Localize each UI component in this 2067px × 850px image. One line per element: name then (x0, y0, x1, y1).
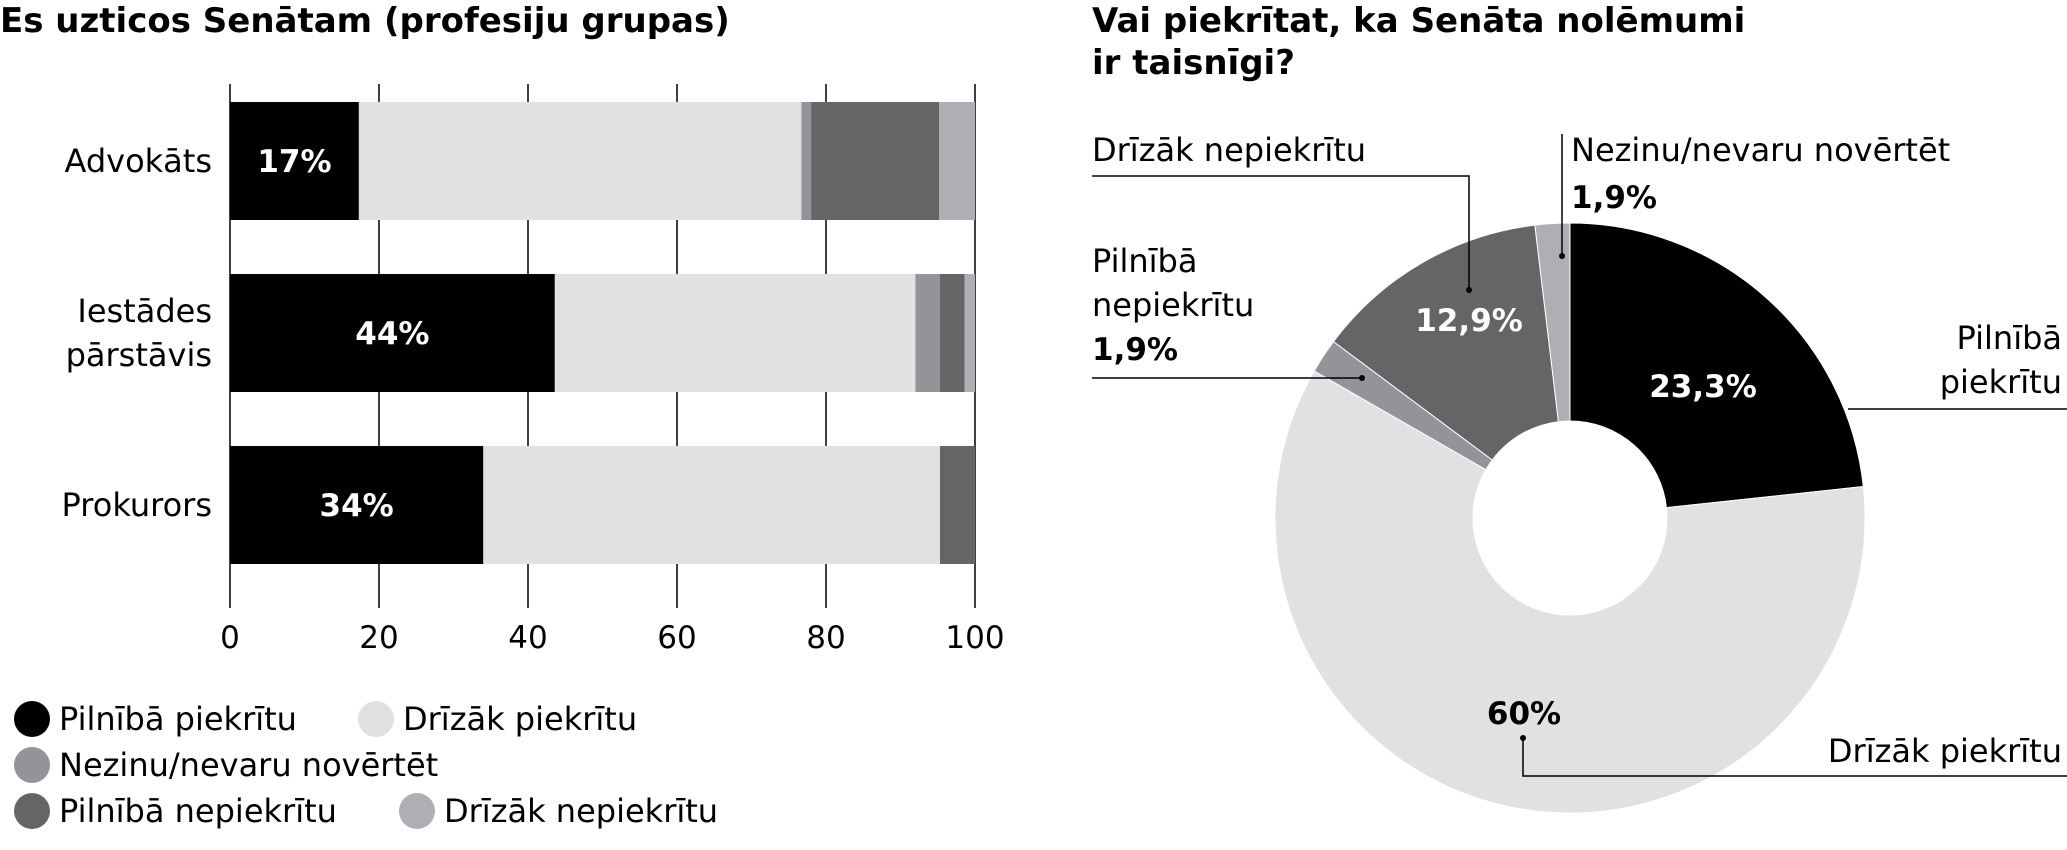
category-label-advok-ts: Advokāts (64, 142, 212, 180)
donut-title-line-2: ir taisnīgi? (1092, 43, 1295, 83)
legend-swatch-piln-b-nepiekr-tu (14, 793, 50, 829)
bar-prokurors-piln-b-piekr-tu (230, 446, 484, 564)
bar-x-axis-ticks: 0 20 40 60 80 100 (220, 620, 1004, 656)
data-label-iest-des-p-rst-vis: 44% (355, 316, 429, 352)
bar-advok-ts-dr-z-k-nepiekr-tu (939, 102, 975, 220)
bar-category-labels: Advokāts Iestādes pārstāvis Prokurors (62, 142, 212, 524)
bar-prokurors-dr-z-k-piekr-tu (483, 446, 940, 564)
bar-iest-des-p-rst-vis-piln-b-nepiekr-tu (939, 274, 965, 392)
bar-advok-ts-nezinu-nevaru-nov-rt-t (801, 102, 812, 220)
donut-name-pilniba-nepiekritu-line-2: nepiekrītu (1092, 286, 1254, 324)
tick-label-40: 40 (508, 620, 547, 656)
category-label-prokurors: Prokurors (62, 486, 212, 524)
donut-value-drizak-piekritu: 60% (1487, 696, 1561, 732)
donut-value-nezinu: 1,9% (1571, 180, 1657, 216)
donut-name-drizak-nepiekritu: Drīzāk nepiekrītu (1092, 131, 1366, 169)
legend-label-nezinu-nevaru-nov-rt-t: Nezinu/nevaru novērtēt (59, 746, 438, 784)
bar-chart-bars: 17% 44% 34% (230, 102, 975, 564)
donut-labels: 23,3% Pilnībā piekrītu 60% Drīzāk piekrītu Pi… (1092, 131, 2067, 777)
data-label-prokurors: 34% (320, 488, 394, 524)
legend-swatch-nezinu-nevaru-nov-rt-t (14, 747, 50, 783)
bar-iest-des-p-rst-vis-dr-z-k-nepiekr-tu (964, 274, 975, 392)
donut-name-nezinu: Nezinu/nevaru novērtēt (1571, 131, 1950, 169)
tick-label-100: 100 (945, 620, 1004, 656)
donut-name-pilniba-nepiekritu-line-1: Pilnībā (1092, 242, 1197, 280)
tick-label-80: 80 (806, 620, 845, 656)
leader-drizak-nepiekritu (1092, 175, 1470, 290)
donut-name-drizak-piekritu: Drīzāk piekrītu (1828, 732, 2062, 770)
tick-label-0: 0 (220, 620, 240, 656)
data-label-advok-ts: 17% (257, 144, 331, 180)
donut-slice-piln-b-piekr-tu (1569, 222, 1864, 509)
bar-advok-ts-piln-b-nepiekr-tu (811, 102, 940, 220)
donut-title-line-1: Vai piekrītat, ka Senāta nolēmumi (1092, 1, 1745, 41)
leader-drizak-piekritu (1522, 738, 2067, 777)
donut-slices (1274, 222, 1866, 814)
tick-label-60: 60 (657, 620, 696, 656)
donut-value-drizak-nepiekritu: 12,9% (1415, 303, 1523, 339)
category-label-iest-des-p-rst-vis-line-1: Iestādes (77, 292, 212, 330)
bar-iest-des-p-rst-vis-piln-b-piekr-tu (230, 274, 555, 392)
legend-label-dr-z-k-piekr-tu: Drīzāk piekrītu (403, 700, 637, 738)
legend-swatch-dr-z-k-piekr-tu (358, 701, 394, 737)
bar-advok-ts-piln-b-piekr-tu (230, 102, 359, 220)
tick-label-20: 20 (359, 620, 398, 656)
bar-legend: Pilnībā piekrītu Drīzāk piekrītu Nezinu/ne… (14, 700, 718, 830)
bar-prokurors-piln-b-nepiekr-tu (939, 446, 975, 564)
leader-dot-nezinu (1559, 253, 1565, 259)
donut-slice-dr-z-k-piekr-tu (1274, 370, 1866, 814)
legend-swatch-piln-b-piekr-tu (14, 701, 50, 737)
legend-swatch-dr-z-k-nepiekr-tu (399, 793, 435, 829)
bar-chart-title: Es uzticos Senātam (profesiju grupas) (0, 1, 730, 41)
bar-iest-des-p-rst-vis-dr-z-k-piekr-tu (554, 274, 916, 392)
bar-advok-ts-dr-z-k-piekr-tu (358, 102, 802, 220)
legend-label-dr-z-k-nepiekr-tu: Drīzāk nepiekrītu (444, 792, 718, 830)
donut-name-pilniba-piekritu-line-1: Pilnībā (1957, 319, 2062, 357)
legend-label-piln-b-nepiekr-tu: Pilnībā nepiekrītu (59, 792, 337, 830)
category-label-iest-des-p-rst-vis-line-2: pārstāvis (66, 336, 212, 374)
donut-slice-nezinu-nevaru-nov-rt-t (1534, 222, 1571, 423)
donut-value-pilniba-nepiekritu: 1,9% (1092, 332, 1178, 368)
donut-value-pilniba-piekritu: 23,3% (1649, 369, 1757, 405)
bar-iest-des-p-rst-vis-nezinu-nevaru-nov-rt-t (915, 274, 940, 392)
legend-label-piln-b-piekr-tu: Pilnībā piekrītu (59, 700, 297, 738)
donut-slice-dr-z-k-nepiekr-tu (1332, 224, 1560, 461)
donut-name-pilniba-piekritu-line-2: piekrītu (1940, 363, 2062, 401)
leader-dot-drizak-nepiekritu (1466, 287, 1472, 293)
